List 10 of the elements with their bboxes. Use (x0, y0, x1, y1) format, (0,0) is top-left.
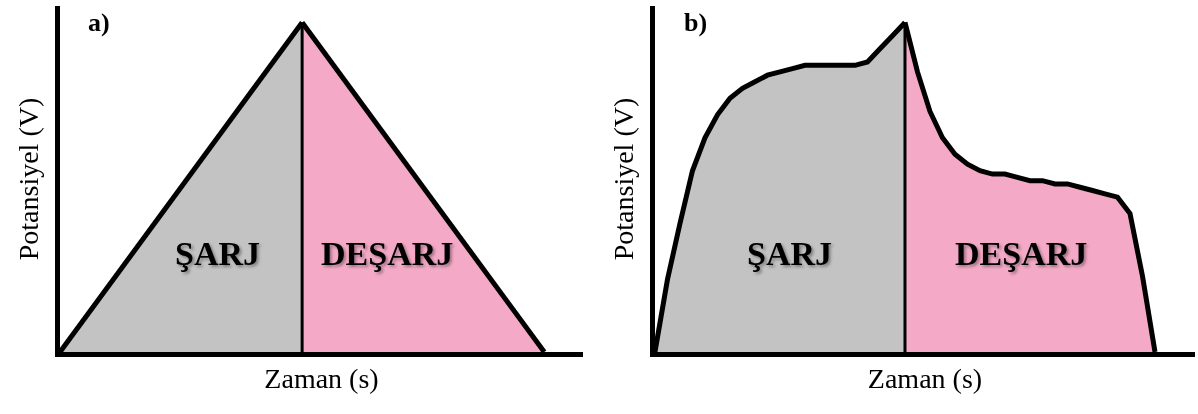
series-label: ŞARJ (747, 235, 833, 272)
series-label: DEŞARJ (321, 235, 454, 272)
x-axis-title: Zaman (s) (264, 363, 379, 395)
chart-title: b) (684, 8, 708, 37)
x-axis-title: Zaman (s) (867, 363, 983, 395)
series-label: DEŞARJ (955, 235, 1088, 272)
chart-title: a) (88, 8, 110, 37)
y-axis-title: Potansiyel (V) (607, 97, 639, 261)
y-axis-title: Potansiyel (V) (12, 97, 44, 261)
series-label: ŞARJ (175, 235, 261, 272)
